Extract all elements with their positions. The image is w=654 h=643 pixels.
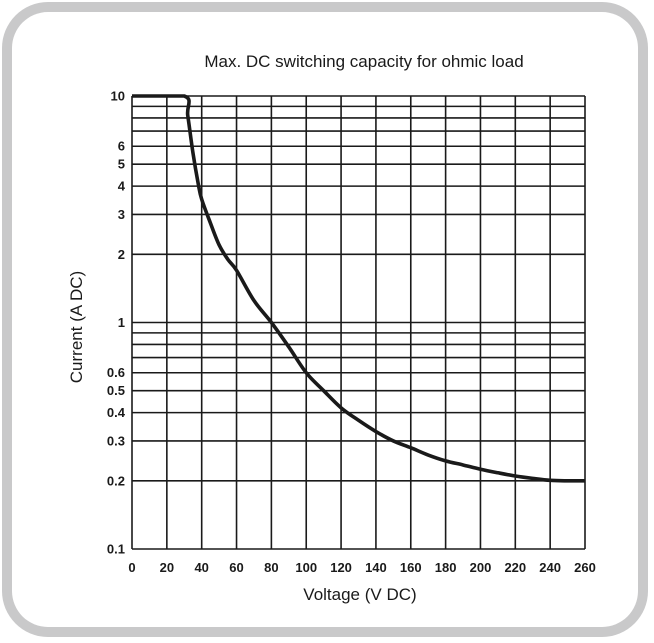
y-tick-label: 2 [118,247,125,262]
x-tick-label: 220 [504,560,526,575]
y-tick-label: 0.1 [107,542,125,557]
x-tick-label: 240 [539,560,561,575]
y-tick-labels: 0.1 0.2 0.3 0.4 0.5 0.6 1 2 3 4 5 6 10 [107,89,126,557]
x-tick-labels: 0 20 40 60 80 100 120 140 160 180 200 220 240 260 [128,560,595,575]
y-gridlines [132,95,585,550]
y-tick-label: 0.5 [107,383,125,398]
x-tick-label: 0 [128,560,135,575]
y-tick-label: 10 [111,89,125,104]
y-tick-label: 0.3 [107,433,125,448]
x-tick-label: 120 [330,560,352,575]
x-tick-label: 40 [194,560,208,575]
series-layer [132,94,586,483]
y-tick-label: 5 [118,157,125,172]
x-tick-label: 200 [470,560,492,575]
y-axis-title: Current (A DC) [67,271,86,383]
x-tick-label: 20 [160,560,174,575]
series-line [132,94,586,483]
x-tick-label: 60 [229,560,243,575]
y-tick-label: 1 [118,315,125,330]
y-tick-label: 0.2 [107,473,125,488]
y-tick-label: 3 [118,207,125,222]
x-axis-title: Voltage (V DC) [303,585,416,604]
x-tick-label: 80 [264,560,278,575]
chart-card [12,12,638,627]
chart-title: Max. DC switching capacity for ohmic loa… [204,52,523,71]
y-tick-label: 4 [118,179,126,194]
x-tick-label: 180 [435,560,457,575]
chart-card-border [2,2,648,637]
y-tick-label: 6 [118,139,125,154]
y-tick-label: 0.6 [107,365,125,380]
x-tick-label: 100 [295,560,317,575]
x-tick-label: 140 [365,560,387,575]
x-tick-label: 160 [400,560,422,575]
y-tick-label: 0.4 [107,405,126,420]
x-tick-label: 260 [574,560,596,575]
